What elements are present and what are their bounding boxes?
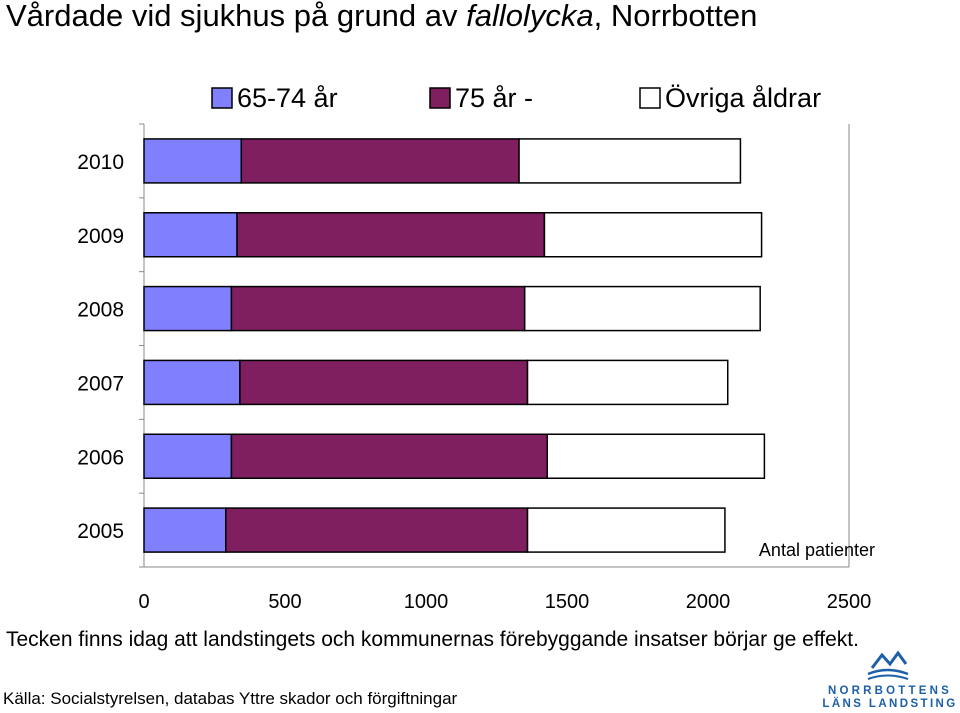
logo-line2: LÄNS LANDSTING (822, 697, 957, 710)
bar-segment (225, 507, 529, 553)
x-tick-label: 0 (138, 591, 149, 613)
bar-segment (239, 359, 529, 406)
x-tick-label: 1000 (404, 591, 449, 613)
y-tick-labels: 2010 2009 2008 2007 2006 2005 (77, 151, 124, 543)
caption: Tecken finns idag att landstingets och k… (6, 628, 859, 651)
title-part2: , Norrbotten (593, 0, 758, 33)
y-tick-label: 2010 (77, 151, 124, 174)
y-tick-label: 2006 (77, 446, 124, 469)
source-note: Källa: Socialstyrelsen, databas Yttre sk… (3, 689, 458, 708)
legend-label: 75 år - (455, 83, 533, 113)
axes (139, 123, 850, 568)
x-tick-label: 500 (268, 591, 301, 613)
y-tick-label: 2009 (77, 225, 124, 248)
x-tick-labels: 0 500 1000 1500 2000 2500 (138, 591, 871, 613)
bar-segment (143, 285, 233, 332)
bar-segment (230, 285, 526, 332)
bar-segment (546, 433, 766, 479)
bar-segment (240, 138, 520, 184)
y-tick-label: 2008 (77, 299, 124, 322)
title-italic: fallolycka (466, 0, 594, 33)
x-tick-label: 2500 (827, 591, 872, 613)
bar-segment (526, 359, 729, 406)
stacked-bar-chart: 65-74 år 75 år - Övriga åldrar 2010 2009 200… (77, 83, 875, 613)
y-tick-label: 2007 (77, 372, 124, 395)
bar-segment (143, 138, 243, 184)
legend-swatch (211, 87, 233, 109)
norrbottens-lans-landsting-logo: NORRBOTTENS LÄNS LANDSTING (822, 650, 957, 710)
x-tick-label: 2000 (686, 591, 731, 613)
bar-segment (143, 507, 227, 553)
x-axis-label: Antal patienter (759, 540, 875, 560)
bars (143, 138, 766, 553)
y-tick-label: 2005 (77, 520, 124, 543)
title-part1: Vårdade vid sjukhus på grund av (6, 0, 467, 33)
bar-segment (143, 359, 241, 406)
bar-segment (230, 433, 549, 479)
legend: 65-74 år 75 år - Övriga åldrar (211, 83, 821, 113)
x-tick-label: 1500 (545, 591, 590, 613)
bar-segment (236, 212, 546, 258)
legend-label: Övriga åldrar (665, 83, 821, 113)
chart-title: Vårdade vid sjukhus på grund av fallolyc… (6, 0, 757, 34)
legend-swatch (639, 87, 661, 109)
bar-segment (526, 507, 726, 553)
bar-segment (523, 285, 761, 332)
bar-segment (543, 212, 763, 258)
legend-swatch (429, 87, 451, 109)
bar-segment (143, 212, 238, 258)
logo-line1: NORRBOTTENS (828, 685, 952, 697)
legend-label: 65-74 år (237, 83, 338, 113)
logo-mark (867, 650, 909, 680)
bar-segment (143, 433, 233, 479)
bar-segment (518, 138, 742, 184)
